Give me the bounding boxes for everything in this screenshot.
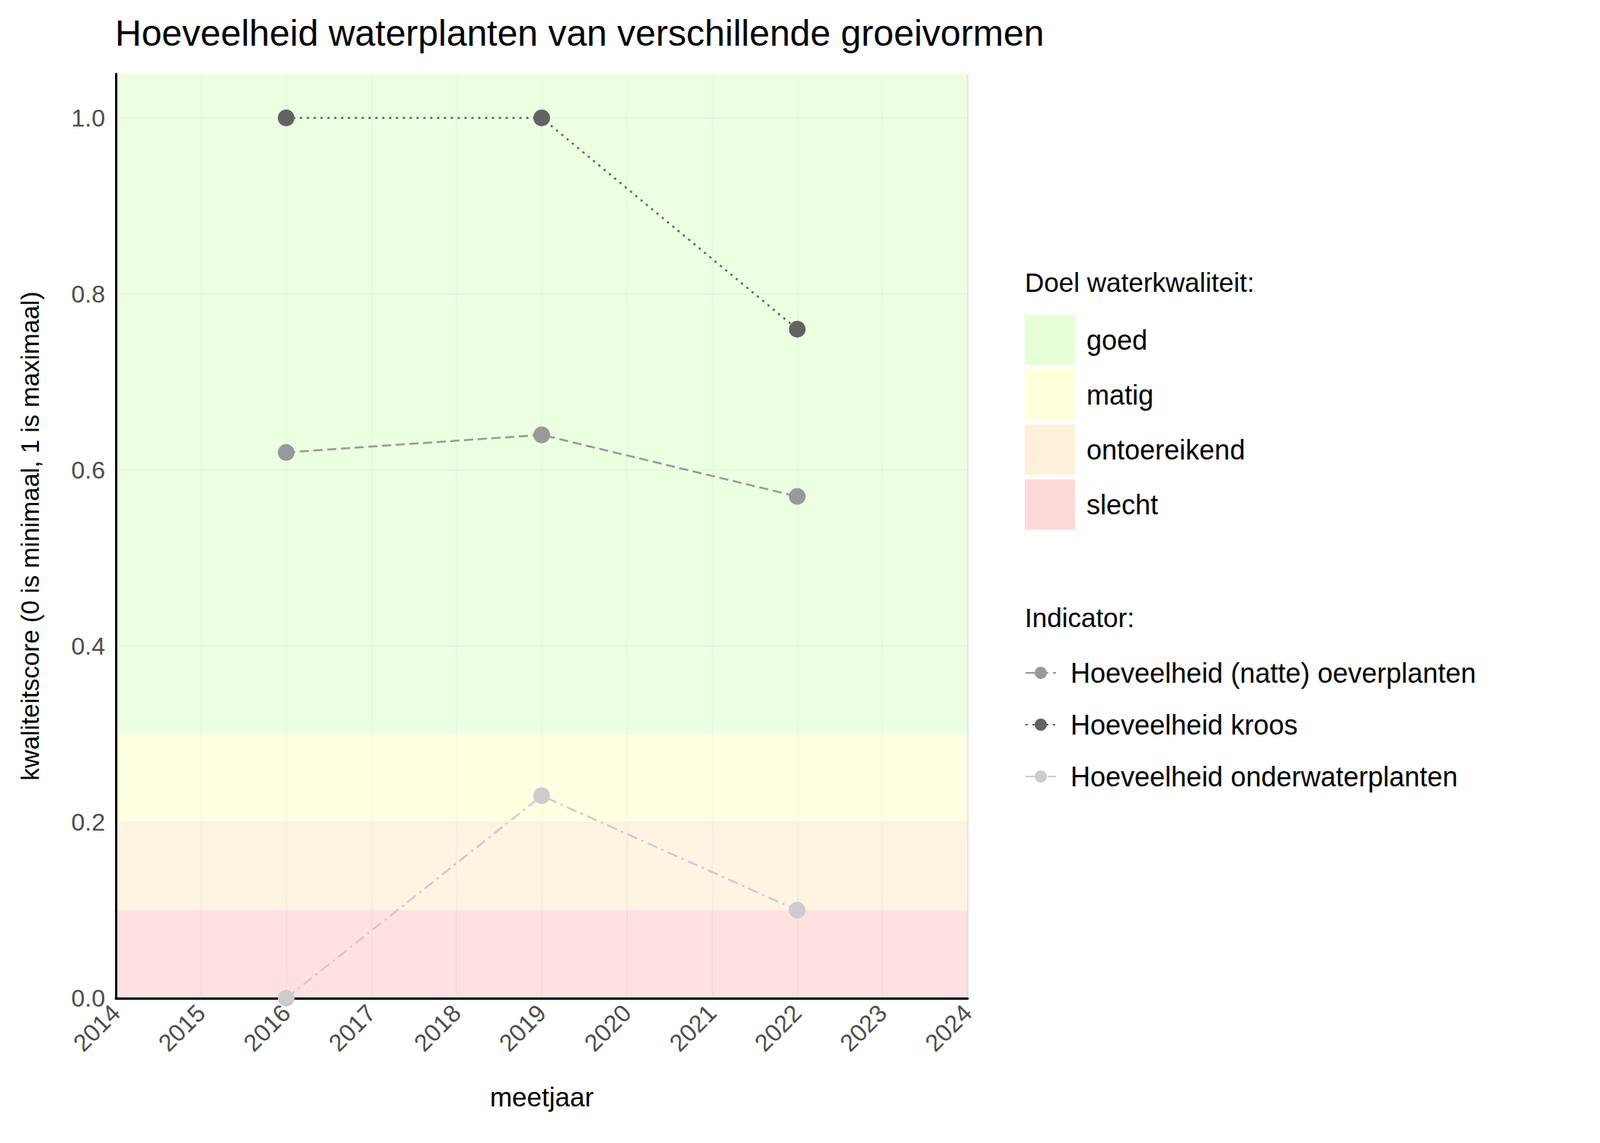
svg-text:2019: 2019 bbox=[493, 998, 552, 1057]
svg-text:Doel waterkwaliteit:: Doel waterkwaliteit: bbox=[1024, 267, 1255, 298]
svg-text:0.4: 0.4 bbox=[71, 632, 106, 660]
svg-text:Hoeveelheid (natte) oeverplant: Hoeveelheid (natte) oeverplanten bbox=[1070, 657, 1476, 689]
svg-text:Hoeveelheid kroos: Hoeveelheid kroos bbox=[1070, 709, 1298, 741]
svg-text:2015: 2015 bbox=[153, 998, 212, 1057]
svg-text:2023: 2023 bbox=[834, 998, 893, 1057]
svg-text:2014: 2014 bbox=[67, 998, 126, 1057]
svg-text:2020: 2020 bbox=[579, 998, 637, 1057]
svg-text:slecht: slecht bbox=[1086, 489, 1159, 521]
svg-text:2021: 2021 bbox=[664, 998, 723, 1057]
svg-text:kwaliteitscore (0 is minimaal,: kwaliteitscore (0 is minimaal, 1 is maxi… bbox=[16, 291, 45, 781]
svg-text:Indicator:: Indicator: bbox=[1024, 602, 1135, 633]
svg-text:ontoereikend: ontoereikend bbox=[1086, 434, 1245, 466]
svg-text:2022: 2022 bbox=[748, 998, 807, 1057]
svg-text:0.8: 0.8 bbox=[71, 280, 106, 308]
svg-text:2017: 2017 bbox=[323, 998, 381, 1057]
svg-text:1.0: 1.0 bbox=[71, 104, 106, 132]
svg-text:Hoeveelheid waterplanten van v: Hoeveelheid waterplanten van verschillen… bbox=[115, 12, 1044, 54]
svg-text:0.2: 0.2 bbox=[71, 808, 106, 836]
svg-text:2018: 2018 bbox=[408, 998, 467, 1057]
svg-text:2016: 2016 bbox=[238, 998, 297, 1057]
svg-text:0.6: 0.6 bbox=[71, 456, 106, 484]
svg-text:goed: goed bbox=[1086, 324, 1148, 356]
svg-text:2024: 2024 bbox=[919, 998, 978, 1057]
svg-text:meetjaar: meetjaar bbox=[489, 1081, 595, 1112]
svg-text:0.0: 0.0 bbox=[71, 984, 106, 1012]
svg-text:Hoeveelheid onderwaterplanten: Hoeveelheid onderwaterplanten bbox=[1070, 761, 1458, 793]
svg-text:matig: matig bbox=[1086, 379, 1154, 411]
